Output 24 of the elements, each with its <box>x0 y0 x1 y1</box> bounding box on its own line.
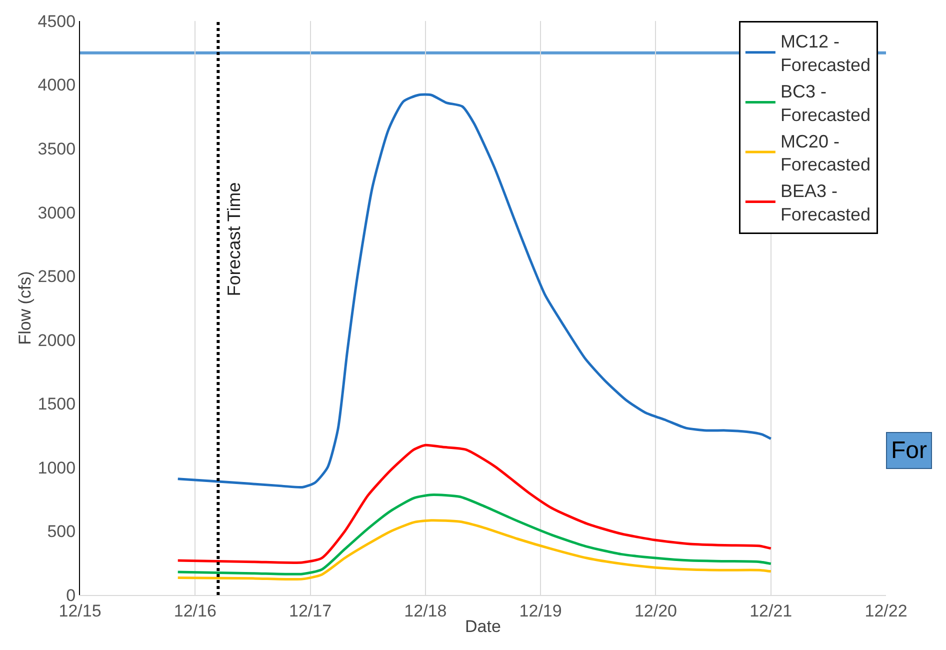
x-tick-label: 12/16 <box>174 601 216 620</box>
y-tick-label: 500 <box>47 522 76 542</box>
legend-label: BC3 - Forecasted <box>780 82 870 125</box>
y-tick-label: 4000 <box>38 76 76 95</box>
y-axis-title: Flow (cfs) <box>15 271 34 345</box>
x-tick-label: 12/17 <box>289 601 332 620</box>
y-tick-label: 3000 <box>38 203 76 222</box>
y-tick-label: 1000 <box>38 458 76 478</box>
y-tick-label: 2000 <box>38 330 76 350</box>
x-axis-title: Date <box>465 616 501 636</box>
text: For <box>891 437 928 464</box>
legend-label: BEA3 - Forecasted <box>780 181 870 225</box>
x-tick-label: 12/18 <box>404 601 447 620</box>
legend-label: MC12 - Forecasted <box>780 32 870 76</box>
y-tick-label: 4500 <box>38 12 76 31</box>
x-tick-label: 12/21 <box>750 601 792 620</box>
ref-line-label: Forecast Time <box>224 182 244 296</box>
x-tick-label: 12/19 <box>519 601 562 620</box>
y-tick-label: 3500 <box>38 140 76 159</box>
x-tick-label: 12/20 <box>634 601 677 620</box>
x-tick-label: 12/22 <box>864 601 908 620</box>
y-tick-label: 2500 <box>38 267 76 286</box>
y-tick-label: 1500 <box>38 394 76 414</box>
legend-label: MC20 - Forecasted <box>780 131 870 175</box>
